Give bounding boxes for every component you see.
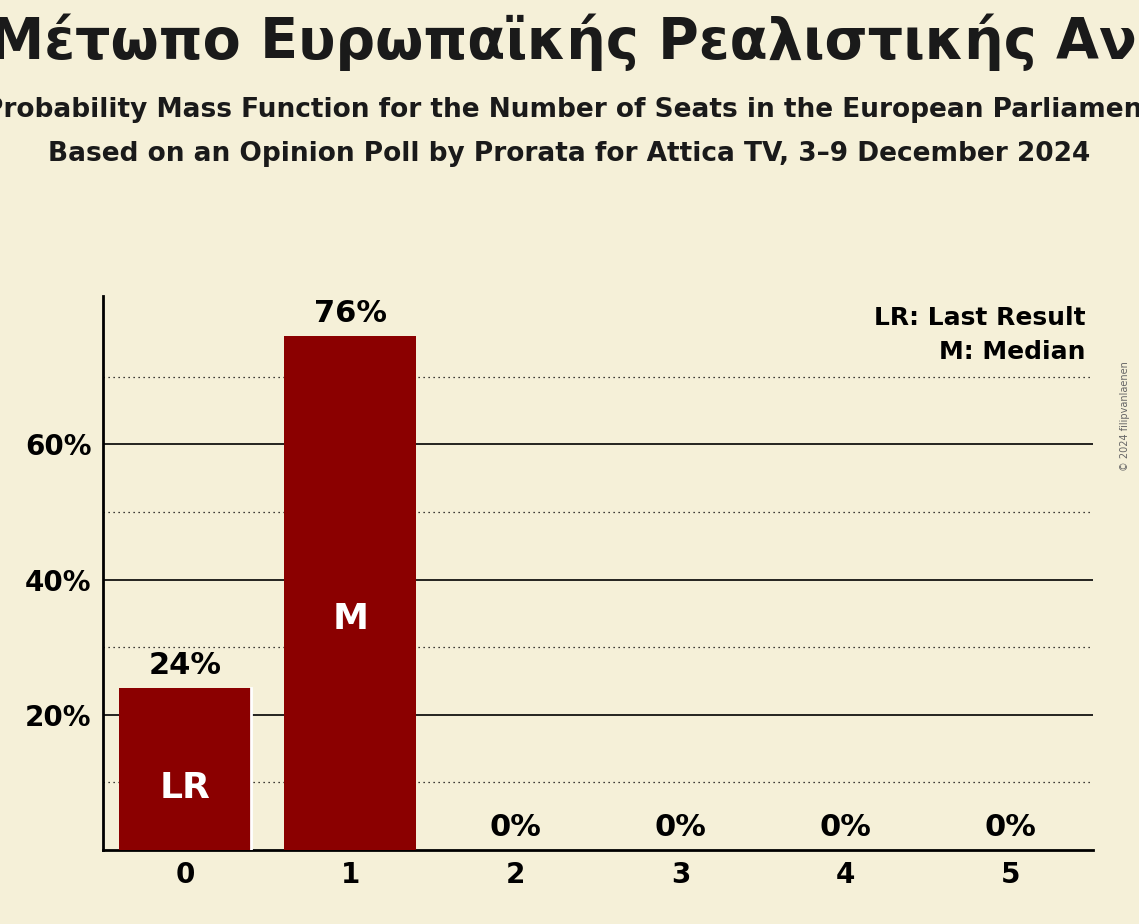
- Text: 0%: 0%: [655, 813, 706, 842]
- Bar: [285, 336, 417, 850]
- Text: M: Median: M: Median: [939, 340, 1085, 364]
- Bar: [118, 687, 251, 850]
- Text: M: M: [333, 602, 368, 636]
- Text: 76%: 76%: [313, 299, 387, 328]
- Text: 0%: 0%: [820, 813, 871, 842]
- Text: Probability Mass Function for the Number of Seats in the European Parliament: Probability Mass Function for the Number…: [0, 97, 1139, 123]
- Text: 24%: 24%: [148, 650, 222, 680]
- Text: 0%: 0%: [985, 813, 1036, 842]
- Text: Based on an Opinion Poll by Prorata for Attica TV, 3–9 December 2024: Based on an Opinion Poll by Prorata for …: [48, 141, 1091, 167]
- Text: LR: Last Result: LR: Last Result: [874, 306, 1085, 330]
- Text: 0%: 0%: [490, 813, 541, 842]
- Text: Μέτωπο Ευρωπαϊκής Ρεαλιστικής Ανυπακοής (GUE/NGL): Μέτωπο Ευρωπαϊκής Ρεαλιστικής Ανυπακοής …: [0, 14, 1139, 71]
- Text: LR: LR: [159, 772, 211, 806]
- Text: © 2024 filipvanlaenen: © 2024 filipvanlaenen: [1120, 361, 1130, 470]
